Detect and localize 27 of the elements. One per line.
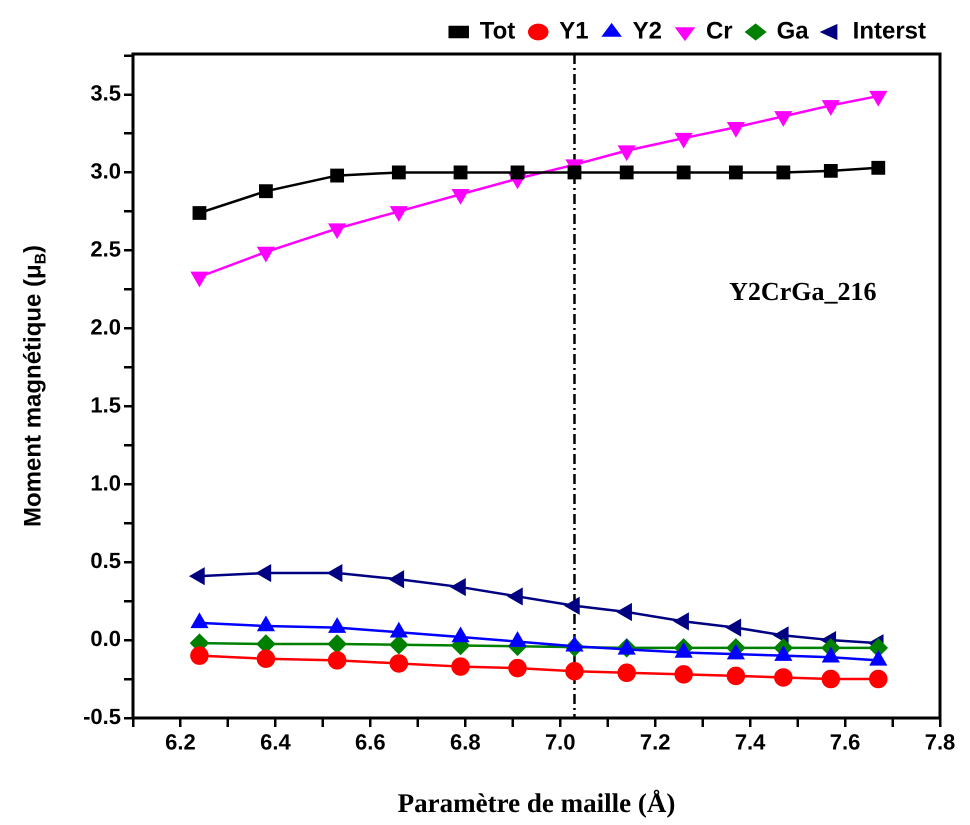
y-tick-label: 1.0 [90, 470, 121, 496]
legend-label: Ga [776, 18, 810, 45]
y-tick-label: 0.0 [90, 626, 121, 652]
x-tick-label: 6.8 [450, 729, 481, 754]
x-tick-label: 7.2 [640, 729, 670, 754]
x-axis-title: Paramètre de maille (Å) [398, 788, 676, 818]
x-tick-label: 6.4 [260, 729, 292, 754]
legend-label: Tot [480, 18, 516, 45]
x-tick-label: 7.0 [544, 729, 576, 754]
y-tick-label: -0.5 [83, 704, 121, 730]
y-tick-label: 2.0 [90, 314, 121, 340]
x-tick-label: 6.2 [165, 729, 196, 754]
legend-label: Y1 [559, 18, 589, 45]
legend-label: Y2 [632, 18, 662, 45]
y-axis-title: Moment magnétique (μB) [20, 245, 50, 527]
legend-label: Cr [706, 18, 733, 45]
legend-label: Interst [852, 18, 926, 45]
y-tick-label: 0.5 [90, 548, 121, 574]
y-tick-label: 1.5 [90, 392, 121, 418]
y-tick-label: 3.0 [90, 158, 121, 184]
y-tick-label: 2.5 [90, 236, 121, 262]
x-tick-label: 7.6 [830, 729, 860, 754]
x-tick-label: 7.8 [924, 729, 956, 754]
x-tick-label: 6.6 [355, 729, 386, 754]
y-tick-label: 3.5 [90, 80, 121, 106]
x-tick-label: 7.4 [734, 729, 766, 754]
annotation: Y2CrGa_216 [729, 276, 876, 306]
